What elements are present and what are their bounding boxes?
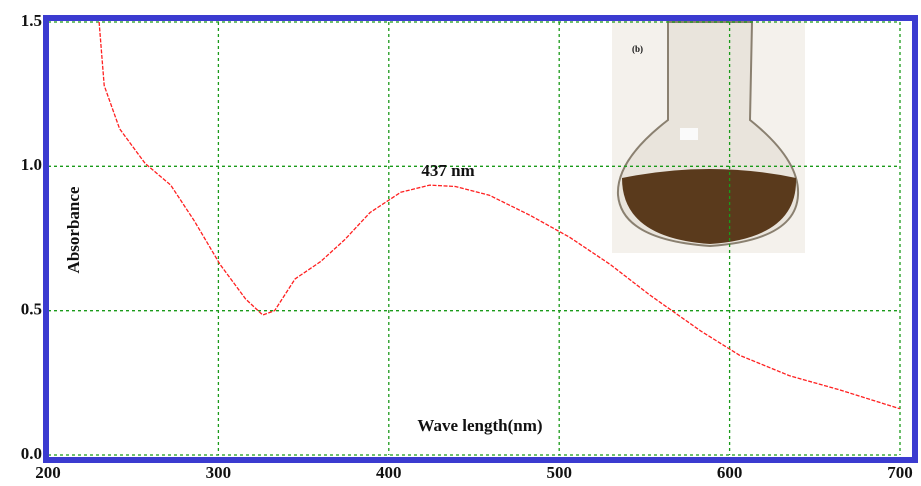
inset-label: (b) — [632, 44, 643, 54]
y-tick-label: 1.5 — [21, 11, 42, 30]
y-tick-label: 0.0 — [21, 444, 42, 463]
plot-frame — [43, 15, 918, 463]
x-tick-label: 700 — [887, 463, 913, 482]
x-tick-label: 200 — [35, 463, 61, 482]
plot-area — [47, 21, 901, 456]
y-tick-label: 0.5 — [21, 300, 42, 319]
flask-liquid — [622, 169, 797, 244]
peak-annotation: 437 nm — [421, 161, 474, 180]
x-tick-label: 400 — [376, 463, 402, 482]
x-tick-label: 600 — [717, 463, 743, 482]
flask-label — [680, 128, 698, 140]
x-axis-label: Wave length(nm) — [417, 416, 542, 435]
x-tick-label: 500 — [546, 463, 572, 482]
y-axis-label: Absorbance — [64, 186, 83, 273]
flask-inset: (b) — [612, 20, 805, 253]
y-tick-label: 1.0 — [21, 155, 42, 174]
data-line — [98, 21, 901, 410]
x-tick-label: 300 — [206, 463, 232, 482]
